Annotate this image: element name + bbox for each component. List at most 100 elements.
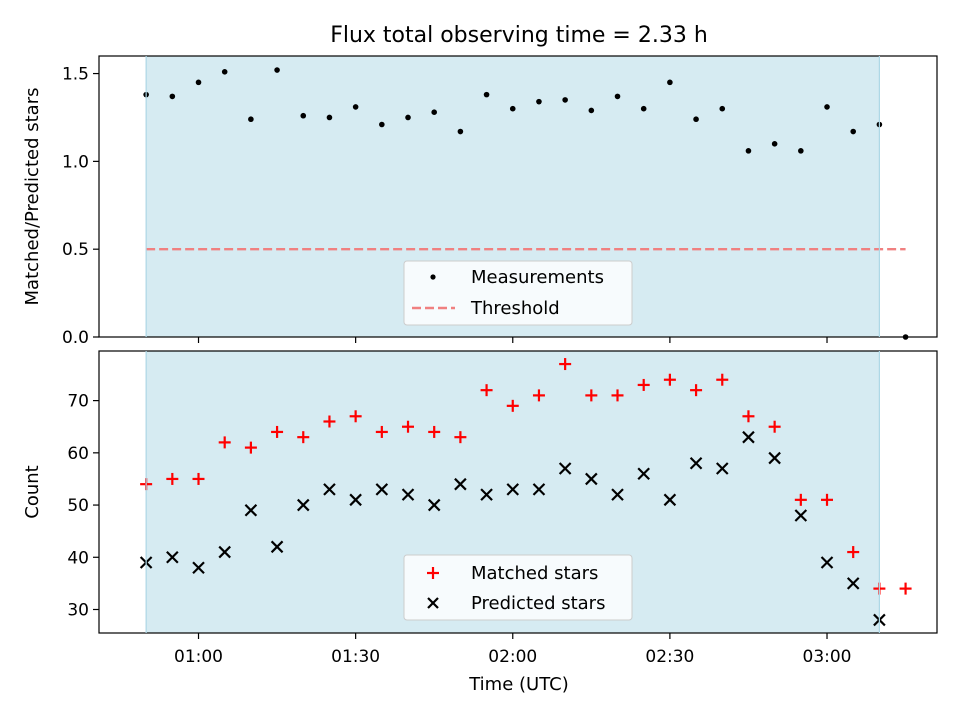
- predicted-point: [244, 503, 258, 517]
- predicted-point: [715, 462, 729, 475]
- predicted-point: [349, 493, 362, 507]
- measurement-point: [274, 67, 280, 73]
- top-panel: 0.0 0.5 1.0 1.5 Matched/Predicted stars Mea…: [22, 55, 938, 348]
- predicted-point: [480, 488, 493, 501]
- measurement-point: [745, 148, 752, 154]
- predicted-point: [637, 467, 650, 481]
- measurement-point: [431, 109, 438, 115]
- measurement-point: [719, 105, 726, 112]
- predicted-point: [427, 498, 441, 512]
- predicted-point: [689, 456, 703, 470]
- predicted-point: [611, 488, 624, 501]
- predicted-point: [192, 561, 205, 575]
- matched-point: [244, 441, 257, 454]
- measurement-point: [221, 69, 228, 75]
- matched-point: [716, 373, 729, 386]
- predicted-point: [166, 550, 179, 564]
- measurement-point: [379, 121, 385, 128]
- x-tick-label: 01:30: [331, 647, 380, 667]
- matched-point: [611, 389, 624, 402]
- x-tick-label: 01:00: [174, 647, 223, 667]
- matched-point: [847, 546, 860, 559]
- measurement-point: [352, 104, 359, 110]
- predicted-point: [558, 462, 572, 475]
- matched-point: [821, 493, 834, 506]
- legend-matched-label: Matched stars: [471, 563, 598, 584]
- measurement-point: [509, 105, 516, 112]
- y-tick-label: 0.0: [62, 328, 89, 348]
- top-axis-ticks: 0.0 0.5 1.0 1.5: [62, 65, 828, 348]
- top-axes-frame: [98, 55, 938, 338]
- predicted-point: [218, 545, 231, 559]
- measurement-point: [588, 107, 595, 114]
- matched-point: [454, 431, 467, 444]
- matched-point: [663, 373, 676, 386]
- measurement-point: [771, 141, 778, 147]
- predicted-point: [323, 483, 336, 496]
- y-tick-label: 40: [67, 548, 89, 568]
- matched-point: [297, 431, 310, 444]
- y-tick-label: 1.5: [62, 65, 89, 85]
- matched-point: [428, 425, 441, 438]
- y-tick-label: 60: [67, 444, 89, 464]
- bottom-axes-frame: [98, 350, 938, 634]
- matched-point: [794, 493, 807, 506]
- predicted-point: [532, 483, 546, 496]
- predicted-point: [663, 493, 677, 507]
- predicted-point: [454, 477, 467, 491]
- predicted-point: [846, 577, 860, 590]
- measurement-point: [693, 116, 699, 123]
- measurement-point: [483, 91, 490, 98]
- matched-point: [768, 420, 781, 433]
- top-legend: Measurements Threshold: [403, 260, 633, 326]
- matched-point: [323, 415, 336, 428]
- matched-point: [559, 358, 572, 371]
- measurement-point: [562, 97, 568, 103]
- legend-predicted-marker: [427, 597, 439, 609]
- legend-predicted-label: Predicted stars: [471, 593, 605, 614]
- matched-point: [742, 410, 755, 423]
- x-tick-label: 02:00: [488, 647, 537, 667]
- measurement-point: [169, 93, 176, 100]
- bottom-panel: 30 40 50 60 70 01:00 01:30 02:00 02:30 03:00 Coun…: [22, 350, 938, 667]
- bottom-y-axis-label: Count: [22, 465, 43, 518]
- y-tick-label: 30: [67, 601, 89, 621]
- measurement-point: [536, 98, 542, 105]
- measurement-point: [824, 104, 830, 110]
- predicted-point: [820, 556, 834, 569]
- predicted-point: [270, 540, 284, 554]
- matched-point: [480, 384, 493, 397]
- measurement-point: [326, 114, 333, 121]
- bottom-axis-ticks: 30 40 50 60 70 01:00 01:30 02:00 02:30 03:00: [67, 392, 851, 667]
- y-tick-label: 0.5: [62, 240, 89, 260]
- measurement-point: [248, 116, 254, 123]
- top-data-marks: [143, 67, 909, 340]
- matched-point: [532, 389, 545, 402]
- matched-point: [375, 425, 388, 438]
- matched-point: [506, 399, 519, 412]
- predicted-point: [375, 483, 389, 496]
- chart-title: Flux total observing time = 2.33 h: [330, 23, 708, 48]
- measurement-point: [850, 128, 856, 135]
- matched-point: [218, 436, 231, 449]
- y-tick-label: 1.0: [62, 152, 89, 172]
- x-tick-label: 03:00: [803, 647, 852, 667]
- predicted-point: [585, 472, 598, 486]
- measurement-point: [457, 128, 464, 135]
- top-y-axis-label: Matched/Predicted stars: [22, 88, 43, 306]
- predicted-point: [768, 451, 781, 465]
- measurement-point: [667, 79, 673, 86]
- predicted-point: [296, 498, 310, 512]
- bottom-legend: Matched stars Predicted stars: [403, 554, 633, 621]
- matched-point: [192, 472, 205, 485]
- matched-point: [637, 378, 650, 391]
- y-tick-label: 70: [67, 392, 89, 412]
- matched-point: [690, 384, 703, 397]
- matched-point: [585, 389, 598, 402]
- measurement-point: [640, 105, 647, 112]
- matched-point: [402, 420, 415, 433]
- y-tick-label: 50: [67, 496, 89, 516]
- predicted-point: [506, 483, 520, 496]
- matched-point: [271, 425, 284, 438]
